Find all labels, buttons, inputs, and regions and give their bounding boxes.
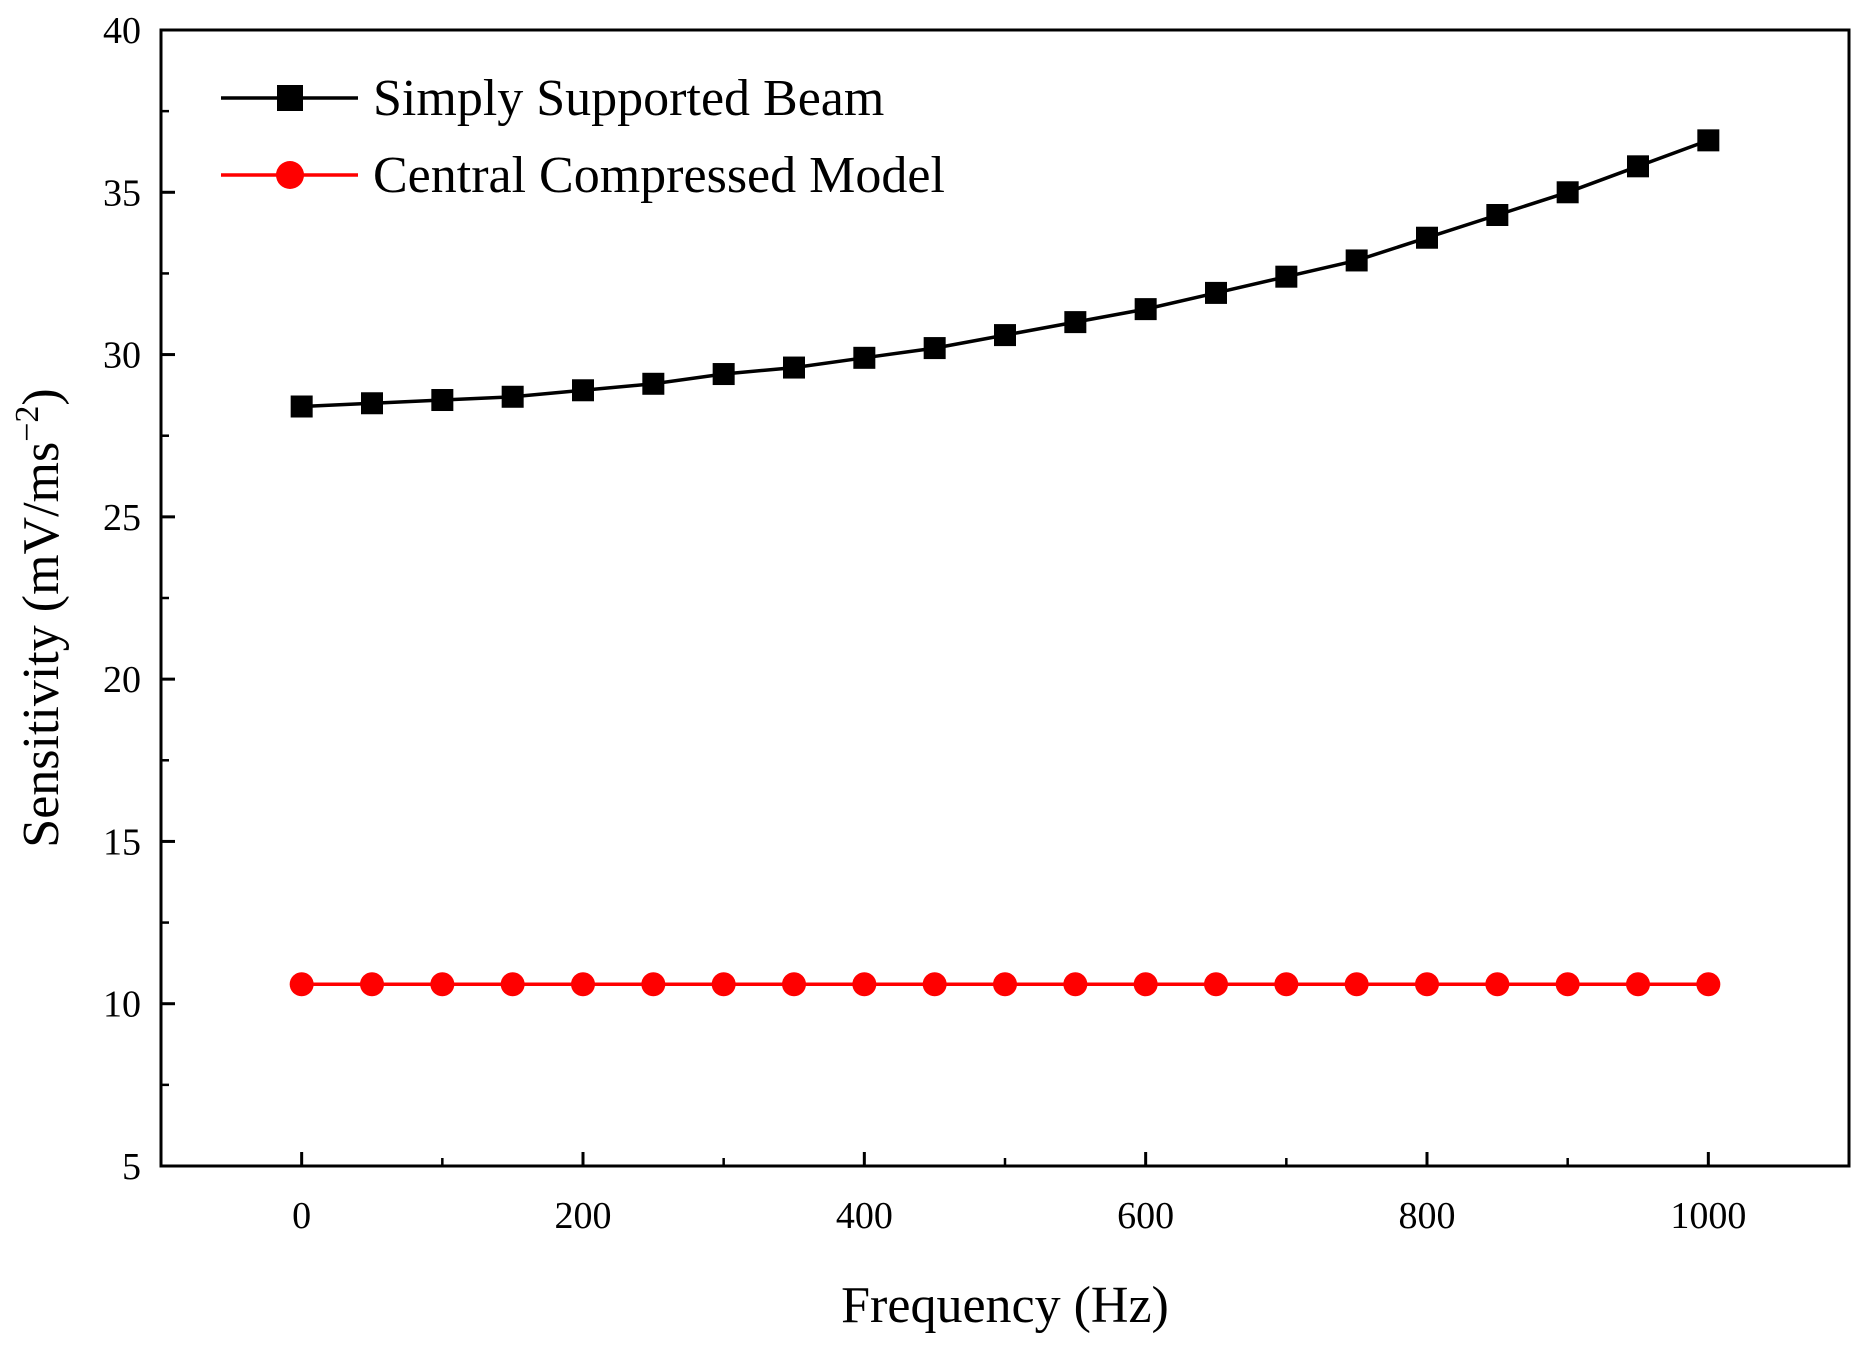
data-point bbox=[994, 324, 1016, 347]
data-point bbox=[923, 337, 946, 360]
data-point bbox=[641, 972, 666, 997]
data-point bbox=[290, 395, 313, 418]
y-axis-title-close: ) bbox=[13, 388, 70, 405]
data-point bbox=[1486, 204, 1509, 227]
y-axis-title: Sensitivity (mV/ms−2) bbox=[9, 388, 70, 847]
y-tick-label: 20 bbox=[103, 659, 141, 701]
legend-label: Simply Supported Beam bbox=[373, 70, 884, 127]
x-tick-label: 400 bbox=[836, 1195, 893, 1237]
data-point bbox=[1485, 972, 1510, 997]
data-point bbox=[1556, 181, 1579, 204]
data-point bbox=[993, 972, 1017, 997]
data-point bbox=[642, 372, 665, 395]
axes: 0 200 400 600 800 1000 5 10 15 20 25 30 35 40 bbox=[103, 10, 1851, 1237]
data-point bbox=[501, 385, 524, 408]
data-point bbox=[1274, 972, 1299, 997]
y-tick-label: 40 bbox=[103, 10, 141, 52]
data-point bbox=[783, 356, 805, 379]
data-point bbox=[1204, 972, 1228, 997]
data-point bbox=[289, 972, 314, 997]
data-point bbox=[1415, 972, 1439, 997]
data-point bbox=[572, 379, 594, 402]
y-tick-label: 30 bbox=[103, 335, 141, 377]
x-tick-label: 800 bbox=[1399, 1195, 1456, 1237]
data-point bbox=[1134, 298, 1157, 321]
data-point bbox=[1697, 129, 1720, 152]
data-point bbox=[430, 972, 455, 997]
y-tick-label: 15 bbox=[103, 821, 141, 863]
data-point bbox=[500, 972, 525, 997]
data-point bbox=[1345, 249, 1368, 272]
y-tick-label: 35 bbox=[103, 172, 141, 214]
data-point bbox=[1626, 972, 1650, 997]
data-point bbox=[431, 389, 454, 412]
data-point bbox=[1627, 155, 1649, 178]
y-tick-label: 10 bbox=[103, 984, 141, 1026]
data-point bbox=[1275, 265, 1298, 288]
data-point bbox=[852, 972, 877, 997]
data-point bbox=[712, 363, 735, 386]
legend-item-1: Central Compressed Model bbox=[221, 147, 945, 204]
y-tick-label: 5 bbox=[122, 1146, 141, 1188]
data-point bbox=[571, 972, 595, 997]
x-axis-title: Frequency (Hz) bbox=[841, 1277, 1169, 1334]
legend-item-0: Simply Supported Beam bbox=[221, 70, 884, 127]
data-point bbox=[1205, 281, 1227, 304]
x-tick-label: 1000 bbox=[1670, 1195, 1746, 1237]
data-point bbox=[1344, 972, 1369, 997]
data-point bbox=[782, 972, 806, 997]
series-layer bbox=[289, 129, 1721, 997]
data-point bbox=[1063, 972, 1088, 997]
x-tick-label: 600 bbox=[1117, 1195, 1174, 1237]
data-point bbox=[361, 392, 383, 415]
data-point bbox=[1696, 972, 1721, 997]
data-point bbox=[1416, 226, 1438, 249]
x-tick-label: 200 bbox=[555, 1195, 612, 1237]
data-point bbox=[711, 972, 736, 997]
data-point bbox=[360, 972, 384, 997]
data-point bbox=[1555, 972, 1580, 997]
legend: Simply Supported Beam Central Compressed … bbox=[221, 70, 945, 204]
y-axis-title-superscript: −2 bbox=[9, 406, 46, 442]
data-point bbox=[1133, 972, 1158, 997]
series-0 bbox=[290, 129, 1720, 418]
legend-label: Central Compressed Model bbox=[373, 147, 945, 204]
data-point bbox=[853, 346, 876, 369]
data-point bbox=[1064, 311, 1087, 334]
y-axis-title-main: Sensitivity (mV/ms bbox=[13, 442, 70, 848]
y-tick-label: 25 bbox=[103, 497, 141, 539]
data-point bbox=[922, 972, 947, 997]
series-1 bbox=[289, 972, 1721, 997]
legend-marker bbox=[276, 161, 304, 189]
legend-marker bbox=[277, 85, 303, 111]
x-tick-label: 0 bbox=[292, 1195, 311, 1237]
